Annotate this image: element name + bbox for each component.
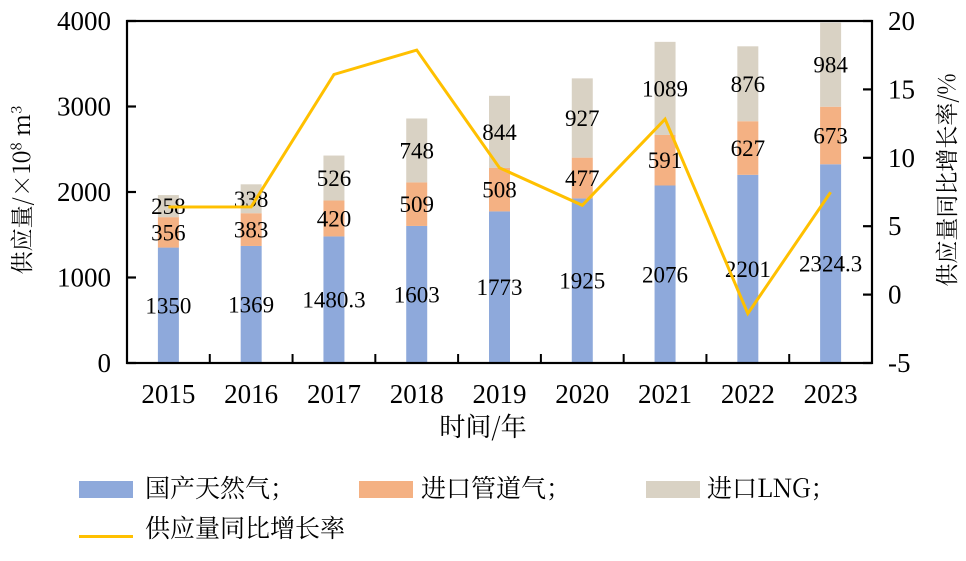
svg-text:5: 5 bbox=[888, 211, 902, 241]
svg-text:10: 10 bbox=[888, 143, 915, 173]
svg-text:1773: 1773 bbox=[477, 275, 523, 300]
svg-text:2017: 2017 bbox=[307, 379, 361, 409]
svg-text:627: 627 bbox=[731, 136, 766, 161]
svg-text:2016: 2016 bbox=[224, 379, 278, 409]
svg-text:927: 927 bbox=[565, 106, 600, 131]
svg-text:2022: 2022 bbox=[721, 379, 775, 409]
svg-text:-5: -5 bbox=[888, 348, 911, 378]
svg-text:2015: 2015 bbox=[141, 379, 195, 409]
svg-text:591: 591 bbox=[648, 148, 683, 173]
svg-text:526: 526 bbox=[317, 166, 352, 191]
svg-text:844: 844 bbox=[482, 120, 517, 145]
svg-text:1350: 1350 bbox=[145, 293, 191, 318]
svg-text:748: 748 bbox=[399, 138, 434, 163]
svg-text:2021: 2021 bbox=[638, 379, 692, 409]
svg-text:1480.3: 1480.3 bbox=[302, 288, 365, 313]
svg-text:1000: 1000 bbox=[57, 263, 111, 293]
svg-text:2019: 2019 bbox=[473, 379, 527, 409]
svg-text:477: 477 bbox=[565, 166, 600, 191]
svg-text:508: 508 bbox=[482, 178, 517, 203]
svg-text:984: 984 bbox=[813, 53, 848, 78]
svg-text:2020: 2020 bbox=[555, 379, 609, 409]
svg-text:1603: 1603 bbox=[394, 282, 440, 307]
svg-text:383: 383 bbox=[234, 218, 269, 243]
svg-text:15: 15 bbox=[888, 74, 915, 104]
svg-text:1925: 1925 bbox=[559, 269, 605, 294]
svg-text:2000: 2000 bbox=[57, 177, 111, 207]
svg-text:4000: 4000 bbox=[57, 6, 111, 36]
svg-text:2076: 2076 bbox=[642, 262, 688, 287]
svg-text:1089: 1089 bbox=[642, 76, 688, 101]
svg-text:0: 0 bbox=[98, 348, 112, 378]
svg-text:420: 420 bbox=[317, 206, 352, 231]
svg-text:356: 356 bbox=[151, 220, 186, 245]
svg-text:2018: 2018 bbox=[390, 379, 444, 409]
svg-text:876: 876 bbox=[731, 72, 766, 97]
svg-text:20: 20 bbox=[888, 6, 915, 36]
svg-text:2023: 2023 bbox=[804, 379, 858, 409]
svg-text:0: 0 bbox=[888, 280, 902, 310]
svg-text:2324.3: 2324.3 bbox=[799, 252, 862, 277]
svg-text:509: 509 bbox=[399, 192, 434, 217]
svg-text:1369: 1369 bbox=[228, 292, 274, 317]
svg-text:673: 673 bbox=[813, 124, 848, 149]
svg-text:3000: 3000 bbox=[57, 92, 111, 122]
